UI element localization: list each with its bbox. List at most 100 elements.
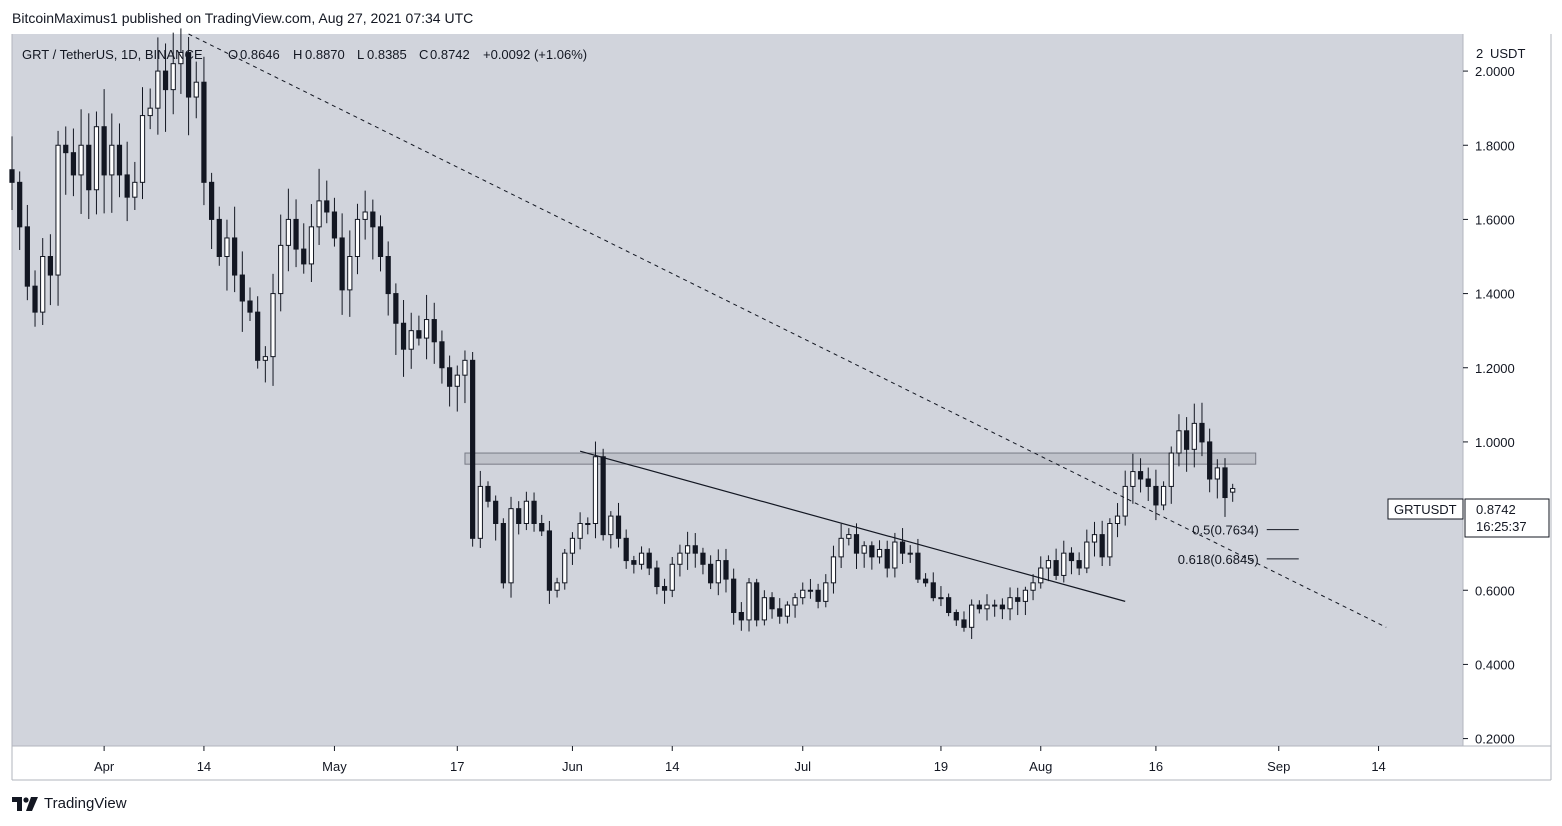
- candle-down[interactable]: [953, 612, 959, 621]
- candle-up[interactable]: [984, 604, 990, 610]
- candle-up[interactable]: [746, 582, 752, 621]
- candle-up[interactable]: [823, 582, 829, 602]
- candle-down[interactable]: [124, 174, 130, 198]
- candle-up[interactable]: [1176, 430, 1182, 454]
- candle-up[interactable]: [423, 319, 430, 339]
- candle-down[interactable]: [1145, 478, 1151, 487]
- candle-up[interactable]: [224, 237, 230, 257]
- candle-up[interactable]: [907, 552, 913, 555]
- candle-down[interactable]: [700, 552, 706, 565]
- candle-up[interactable]: [1091, 534, 1098, 543]
- candle-down[interactable]: [500, 523, 506, 584]
- trendlines[interactable]: [188, 33, 1387, 628]
- candle-up[interactable]: [354, 218, 361, 258]
- candle-down[interactable]: [1099, 534, 1105, 558]
- candle-down[interactable]: [216, 218, 222, 258]
- candle-up[interactable]: [684, 545, 691, 554]
- candle-down[interactable]: [738, 612, 744, 621]
- candle-up[interactable]: [938, 597, 944, 600]
- candle-up[interactable]: [992, 604, 998, 607]
- candle-down[interactable]: [1068, 552, 1075, 562]
- candle-down[interactable]: [853, 534, 860, 554]
- candle-down[interactable]: [646, 552, 652, 569]
- candle-down[interactable]: [777, 608, 783, 617]
- candle-up[interactable]: [523, 500, 529, 524]
- candle-up[interactable]: [109, 144, 115, 176]
- candle-down[interactable]: [661, 586, 668, 591]
- candle-down[interactable]: [400, 322, 407, 350]
- candle-up[interactable]: [362, 211, 368, 220]
- candle-down[interactable]: [754, 582, 760, 621]
- candle-down[interactable]: [869, 545, 875, 558]
- candle-down[interactable]: [370, 211, 376, 228]
- candle-down[interactable]: [946, 597, 952, 614]
- descending-trendline[interactable]: [188, 33, 1387, 628]
- candle-down[interactable]: [247, 300, 253, 313]
- candle-up[interactable]: [892, 541, 898, 569]
- candle-down[interactable]: [439, 341, 445, 369]
- candle-down[interactable]: [539, 523, 545, 532]
- fib-levels[interactable]: 0.5(0.7634) 0.618(0.6845): [1178, 523, 1299, 567]
- candle-down[interactable]: [961, 619, 967, 628]
- candle-down[interactable]: [185, 52, 192, 98]
- candle-down[interactable]: [385, 256, 391, 295]
- candle-down[interactable]: [531, 500, 537, 524]
- candle-up[interactable]: [677, 552, 683, 565]
- candle-up[interactable]: [132, 181, 138, 198]
- candle-up[interactable]: [40, 256, 46, 313]
- candle-up[interactable]: [462, 359, 468, 376]
- candle-up[interactable]: [1045, 560, 1052, 569]
- candle-down[interactable]: [1199, 422, 1205, 443]
- candle-down[interactable]: [1207, 441, 1213, 480]
- candle-down[interactable]: [922, 578, 929, 584]
- candle-down[interactable]: [339, 237, 345, 291]
- candle-down[interactable]: [654, 567, 660, 588]
- candle-up[interactable]: [592, 456, 599, 524]
- candle-down[interactable]: [470, 359, 476, 539]
- candle-down[interactable]: [1137, 471, 1144, 480]
- candle-up[interactable]: [147, 107, 153, 117]
- candle-down[interactable]: [70, 152, 77, 176]
- candle-down[interactable]: [63, 144, 69, 154]
- candle-down[interactable]: [116, 144, 123, 176]
- candle-up[interactable]: [477, 485, 483, 539]
- candle-down[interactable]: [301, 248, 307, 265]
- candle-down[interactable]: [623, 537, 629, 562]
- candle-up[interactable]: [347, 256, 353, 291]
- candle-up[interactable]: [830, 556, 837, 584]
- candle-down[interactable]: [239, 274, 245, 302]
- candle-down[interactable]: [86, 144, 92, 191]
- candle-up[interactable]: [562, 552, 568, 584]
- candle-up[interactable]: [761, 597, 767, 621]
- candle-down[interactable]: [723, 560, 729, 580]
- candle-down[interactable]: [201, 81, 207, 183]
- candle-down[interactable]: [232, 237, 238, 276]
- candle-up[interactable]: [1160, 485, 1167, 506]
- resistance-zone[interactable]: [464, 452, 1257, 465]
- candle-down[interactable]: [24, 226, 30, 287]
- candle-up[interactable]: [846, 534, 852, 539]
- candle-up[interactable]: [1122, 485, 1128, 517]
- candle-down[interactable]: [255, 311, 261, 361]
- candle-up[interactable]: [55, 144, 61, 276]
- candle-up[interactable]: [876, 548, 883, 558]
- candle-up[interactable]: [1107, 523, 1113, 558]
- candle-up[interactable]: [178, 52, 184, 65]
- candle-down[interactable]: [293, 218, 299, 250]
- candle-down[interactable]: [708, 563, 714, 584]
- candle-up[interactable]: [585, 523, 591, 525]
- horizontal-zone[interactable]: [464, 452, 1257, 465]
- candle-up[interactable]: [1230, 488, 1236, 493]
- candle-up[interactable]: [93, 126, 100, 191]
- candle-up[interactable]: [792, 597, 798, 606]
- candle-down[interactable]: [9, 169, 15, 183]
- candles[interactable]: [9, 28, 1236, 639]
- candle-up[interactable]: [408, 330, 414, 350]
- candle-up[interactable]: [278, 244, 284, 295]
- candle-up[interactable]: [454, 374, 460, 387]
- candle-down[interactable]: [17, 181, 23, 228]
- price-tag[interactable]: GRTUSDT 0.8742 16:25:37: [1387, 498, 1550, 538]
- candle-down[interactable]: [446, 367, 453, 387]
- candle-up[interactable]: [285, 218, 291, 246]
